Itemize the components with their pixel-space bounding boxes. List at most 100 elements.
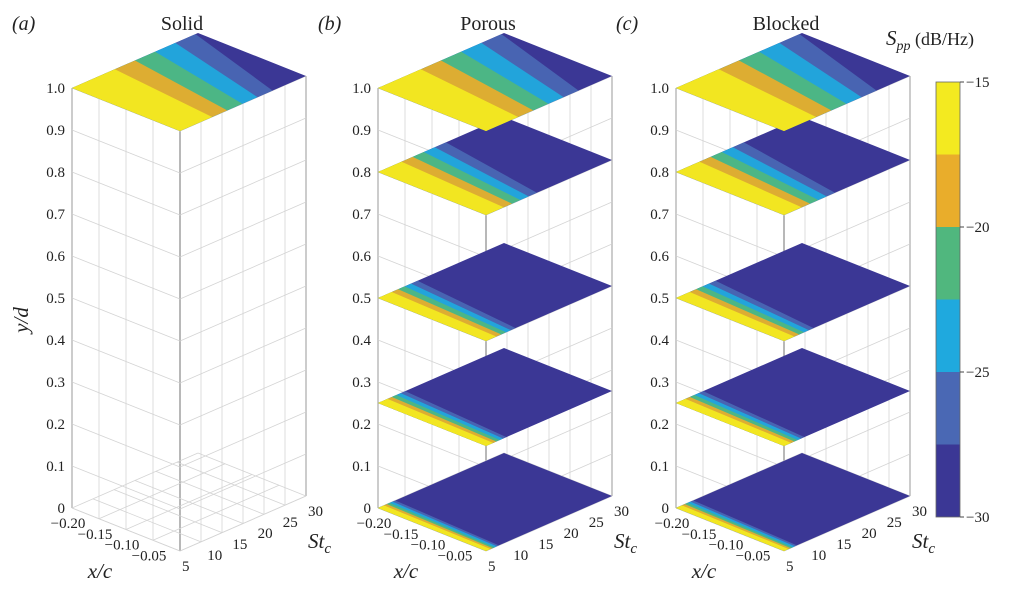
st-tick-label: 15 xyxy=(538,537,553,553)
y-tick-label: 0.7 xyxy=(352,207,371,223)
floor-grid-line xyxy=(71,452,199,509)
slice-band xyxy=(676,161,802,215)
panel-title: Blocked xyxy=(753,13,820,35)
y-tick-label: 0.8 xyxy=(650,165,669,181)
x-tick-label: −0.10 xyxy=(105,538,140,554)
y-tick-label: 0.5 xyxy=(46,291,65,307)
st-tick-label: 30 xyxy=(308,504,323,520)
st-axis-label-sub: c xyxy=(324,541,331,557)
slice-band xyxy=(378,69,519,131)
slice-band xyxy=(676,69,817,131)
slice-plane xyxy=(378,33,612,132)
st-tick-label: 30 xyxy=(614,504,629,520)
y-tick-label: 0.9 xyxy=(352,123,371,139)
slice-plane xyxy=(676,33,910,132)
slice-band xyxy=(676,398,792,446)
st-axis-label: Stc xyxy=(308,529,331,557)
x-tick-label: −0.15 xyxy=(682,527,717,543)
x-tick-label: −0.10 xyxy=(709,538,744,554)
st-tick-label: 30 xyxy=(912,504,927,520)
x-tick-label: −0.05 xyxy=(438,548,473,564)
slice-band xyxy=(378,505,491,551)
colorbar-segment xyxy=(936,227,960,300)
slice-plane xyxy=(378,348,612,446)
slice-band xyxy=(378,292,497,341)
y-tick-label: 0.7 xyxy=(650,207,669,223)
x-tick-label: −0.05 xyxy=(736,548,771,564)
st-tick-label: 20 xyxy=(258,526,273,542)
st-tick-label: 15 xyxy=(836,537,851,553)
colorbar-segment xyxy=(936,372,960,445)
panel-2: 00.10.20.30.40.50.60.70.80.91.0−0.20−0.1… xyxy=(318,13,637,583)
colorbar: −15 −20 −25 −30 xyxy=(935,75,989,526)
slice-band xyxy=(676,292,795,341)
slice-plane xyxy=(72,33,306,132)
slice-plane xyxy=(676,348,910,446)
x-axis-label: x/c xyxy=(393,559,419,583)
floor-grid-line xyxy=(152,484,280,541)
slice-plane xyxy=(378,117,612,215)
st-axis-label-sub: c xyxy=(928,541,935,557)
slice-plane xyxy=(378,453,612,551)
y-tick-label: 0.5 xyxy=(352,291,371,307)
floor-grid-line xyxy=(125,474,253,530)
st-tick-label: 15 xyxy=(232,537,247,553)
y-tick-label: 0.6 xyxy=(46,249,65,265)
y-tick-label: 1.0 xyxy=(650,81,669,97)
y-tick-label: 0.3 xyxy=(650,375,669,391)
st-tick-label: 25 xyxy=(283,515,298,531)
y-tick-label: 0.3 xyxy=(352,375,371,391)
colorbar-tick-label: −15 xyxy=(966,75,989,91)
y-tick-label: 0.5 xyxy=(650,291,669,307)
st-tick-label: 25 xyxy=(589,515,604,531)
y-tick-label: 0.2 xyxy=(46,417,65,433)
y-axis-label: y/d xyxy=(9,307,33,335)
slice-band xyxy=(72,69,213,131)
y-tick-label: 0.7 xyxy=(46,207,65,223)
x-tick-label: −0.20 xyxy=(51,516,86,532)
panel-label: (b) xyxy=(318,13,342,35)
slice-plane xyxy=(676,243,910,341)
slice-band xyxy=(378,398,494,446)
y-tick-label: 0 xyxy=(58,501,66,517)
slice-band xyxy=(378,161,504,215)
st-tick-label: 20 xyxy=(564,526,579,542)
st-axis-label: Stc xyxy=(614,529,637,557)
colorbar-segment xyxy=(936,154,960,227)
st-axis-label-main: St xyxy=(614,529,632,553)
panel-title: Solid xyxy=(161,13,203,35)
floor-grid-line xyxy=(179,495,307,552)
x-axis-label: x/c xyxy=(87,559,113,583)
x-tick-label: −0.15 xyxy=(384,527,419,543)
y-tick-label: 0.8 xyxy=(352,165,371,181)
panels-group: 00.10.20.30.40.50.60.70.80.91.0−0.20−0.1… xyxy=(12,13,935,583)
x-tick-label: −0.20 xyxy=(357,516,392,532)
slice-plane xyxy=(378,243,612,341)
y-tick-label: 0.6 xyxy=(352,249,371,265)
y-tick-label: 1.0 xyxy=(352,81,371,97)
y-tick-label: 0.4 xyxy=(352,333,371,349)
panel-label: (c) xyxy=(616,13,639,35)
y-tick-label: 0.9 xyxy=(650,123,669,139)
panel-3: 00.10.20.30.40.50.60.70.80.91.0−0.20−0.1… xyxy=(616,13,935,583)
colorbar-title-main: S xyxy=(886,26,897,50)
slice-plane xyxy=(676,117,910,215)
y-tick-label: 0.1 xyxy=(46,459,65,475)
colorbar-segment xyxy=(936,82,960,155)
st-tick-label: 20 xyxy=(862,526,877,542)
x-tick-label: −0.15 xyxy=(78,527,113,543)
st-tick-label: 10 xyxy=(207,548,222,564)
st-tick-label: 5 xyxy=(182,559,190,575)
x-tick-label: −0.10 xyxy=(411,538,446,554)
panel-label: (a) xyxy=(12,13,36,35)
y-tick-label: 1.0 xyxy=(46,81,65,97)
st-axis-label: Stc xyxy=(912,529,935,557)
y-tick-label: 0.1 xyxy=(650,459,669,475)
st-tick-label: 25 xyxy=(887,515,902,531)
x-tick-label: −0.05 xyxy=(132,548,167,564)
st-tick-label: 5 xyxy=(488,559,496,575)
st-axis-label-sub: c xyxy=(630,541,637,557)
slice-band xyxy=(676,505,789,551)
y-tick-label: 0.4 xyxy=(650,333,669,349)
